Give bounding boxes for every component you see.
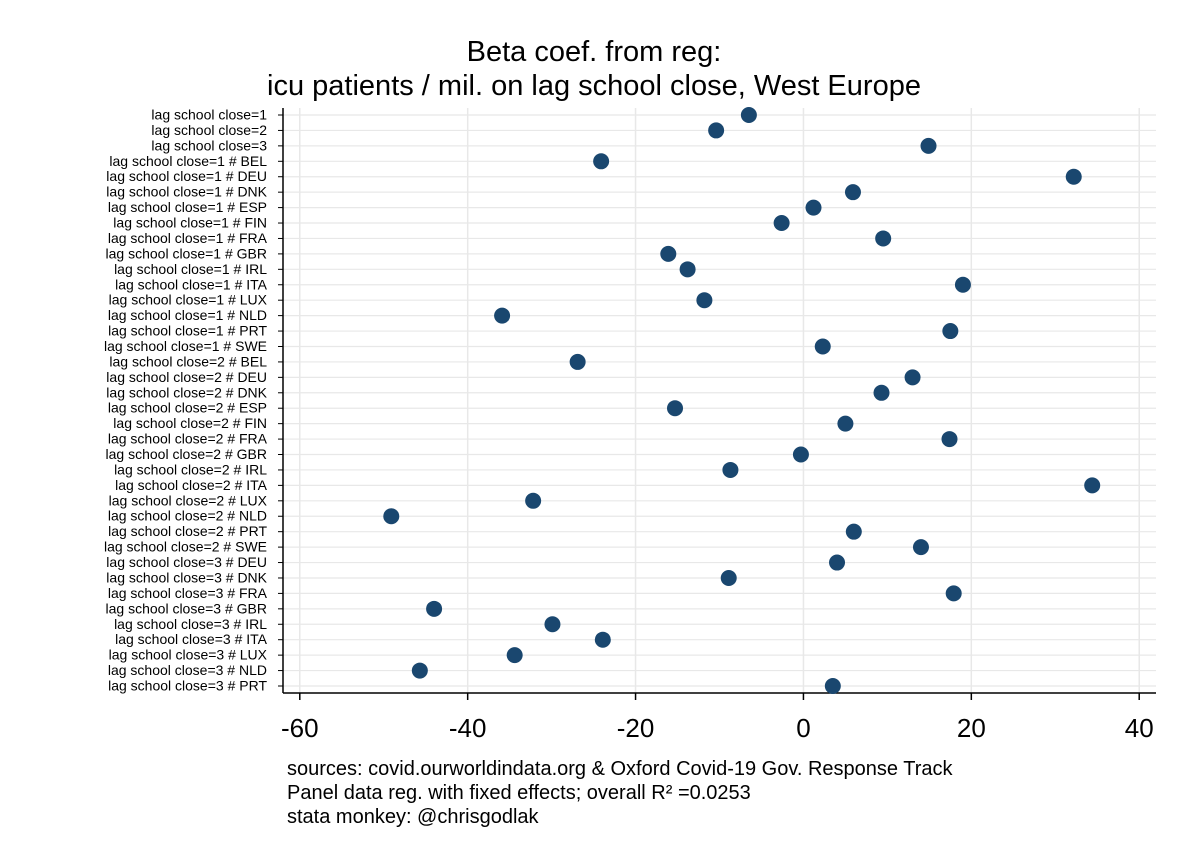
y-tick-label: lag school close=2 # NLD (108, 508, 267, 524)
y-tick-label: lag school close=2 (151, 122, 267, 138)
data-point (660, 245, 677, 262)
data-point (904, 369, 921, 386)
y-tick-label: lag school close=2 # ESP (108, 400, 267, 416)
y-tick-label: lag school close=2 # BEL (109, 353, 267, 369)
data-point (722, 461, 739, 478)
y-tick-label: lag school close=1 # SWE (104, 338, 267, 354)
data-point (383, 508, 400, 525)
data-point (873, 384, 890, 401)
chart-title-line-1: Beta coef. from reg: (466, 36, 722, 68)
data-point (954, 276, 971, 293)
y-tick-label: lag school close=1 # DEU (106, 168, 267, 184)
data-point (942, 323, 959, 340)
y-tick-label: lag school close=2 # DEU (106, 369, 267, 385)
data-point (814, 338, 831, 355)
data-point (426, 600, 443, 617)
data-point (945, 585, 962, 602)
y-tick-label: lag school close=1 # FRA (108, 230, 268, 246)
chart-title-line-2: icu patients / mil. on lag school close,… (267, 70, 921, 102)
data-point (941, 431, 958, 448)
y-tick-label: lag school close=2 # LUX (109, 492, 268, 508)
x-tick-label: -60 (281, 713, 319, 743)
source-note: sources: covid.ourworldindata.org & Oxfo… (287, 758, 953, 780)
y-tick-label: lag school close=3 # LUX (109, 647, 268, 663)
y-tick-label: lag school close=1 # IRL (114, 261, 267, 277)
x-tick-label: -40 (449, 713, 487, 743)
data-point (708, 122, 725, 139)
author-note: stata monkey: @chrisgodlak (287, 806, 539, 828)
data-point (829, 554, 846, 571)
y-tick-label: lag school close=1 # FIN (113, 215, 267, 231)
data-point (679, 261, 696, 278)
y-tick-label: lag school close=3 # IRL (114, 616, 267, 632)
y-tick-label: lag school close=3 # NLD (108, 662, 267, 678)
y-tick-label: lag school close=2 # ITA (115, 477, 268, 493)
data-point (593, 153, 610, 170)
y-tick-label: lag school close=3 # GBR (106, 600, 267, 616)
y-tick-label: lag school close=1 # BEL (109, 153, 267, 169)
data-point (845, 523, 862, 540)
data-point (824, 678, 841, 694)
y-tick-label: lag school close=2 # FIN (113, 415, 267, 431)
data-point (720, 569, 737, 586)
y-tick-label: lag school close=2 # IRL (114, 461, 267, 477)
y-tick-label: lag school close=3 # DEU (106, 554, 267, 570)
data-point (525, 492, 542, 509)
y-tick-label: lag school close=1 # ESP (108, 199, 267, 215)
x-tick-label: 0 (796, 713, 810, 743)
data-point (667, 400, 684, 417)
x-tick-label: 20 (957, 713, 986, 743)
data-point (844, 184, 861, 201)
y-tick-label: lag school close=3 # PRT (108, 678, 267, 694)
y-tick-label: lag school close=2 # PRT (108, 523, 267, 539)
data-point (912, 539, 929, 556)
data-point (494, 307, 511, 324)
data-point (544, 616, 561, 633)
data-point (875, 230, 892, 247)
data-point (696, 292, 713, 309)
y-tick-label: lag school close=2 # SWE (104, 539, 267, 555)
y-tick-label: lag school close=3 # DNK (106, 569, 267, 585)
data-point (805, 199, 822, 216)
y-tick-label: lag school close=1 # ITA (115, 276, 268, 292)
y-tick-label: lag school close=2 # FRA (108, 431, 268, 447)
y-tick-label: lag school close=1 # PRT (108, 323, 267, 339)
y-tick-label: lag school close=3 # ITA (115, 631, 268, 647)
data-point (773, 215, 790, 232)
data-point (1065, 168, 1082, 185)
y-tick-label: lag school close=1 # DNK (106, 184, 267, 200)
data-point (792, 446, 809, 463)
x-tick-label: 40 (1125, 713, 1154, 743)
data-point (594, 631, 611, 648)
y-tick-label: lag school close=1 # NLD (108, 307, 267, 323)
y-tick-label: lag school close=2 # DNK (106, 384, 267, 400)
data-point (920, 137, 937, 154)
x-tick-label: -20 (617, 713, 655, 743)
y-tick-label: lag school close=3 # FRA (108, 585, 268, 601)
data-point (740, 107, 757, 123)
data-point (837, 415, 854, 432)
y-tick-label: lag school close=1 # GBR (106, 245, 267, 261)
data-point (569, 353, 586, 370)
data-point (411, 662, 428, 679)
data-point (506, 647, 523, 664)
model-note: Panel data reg. with fixed effects; over… (287, 782, 751, 804)
y-tick-label: lag school close=2 # GBR (106, 446, 267, 462)
y-tick-label: lag school close=1 # LUX (109, 292, 268, 308)
y-tick-label: lag school close=1 (151, 107, 267, 123)
y-tick-label: lag school close=3 (151, 137, 267, 153)
data-point (1084, 477, 1101, 494)
